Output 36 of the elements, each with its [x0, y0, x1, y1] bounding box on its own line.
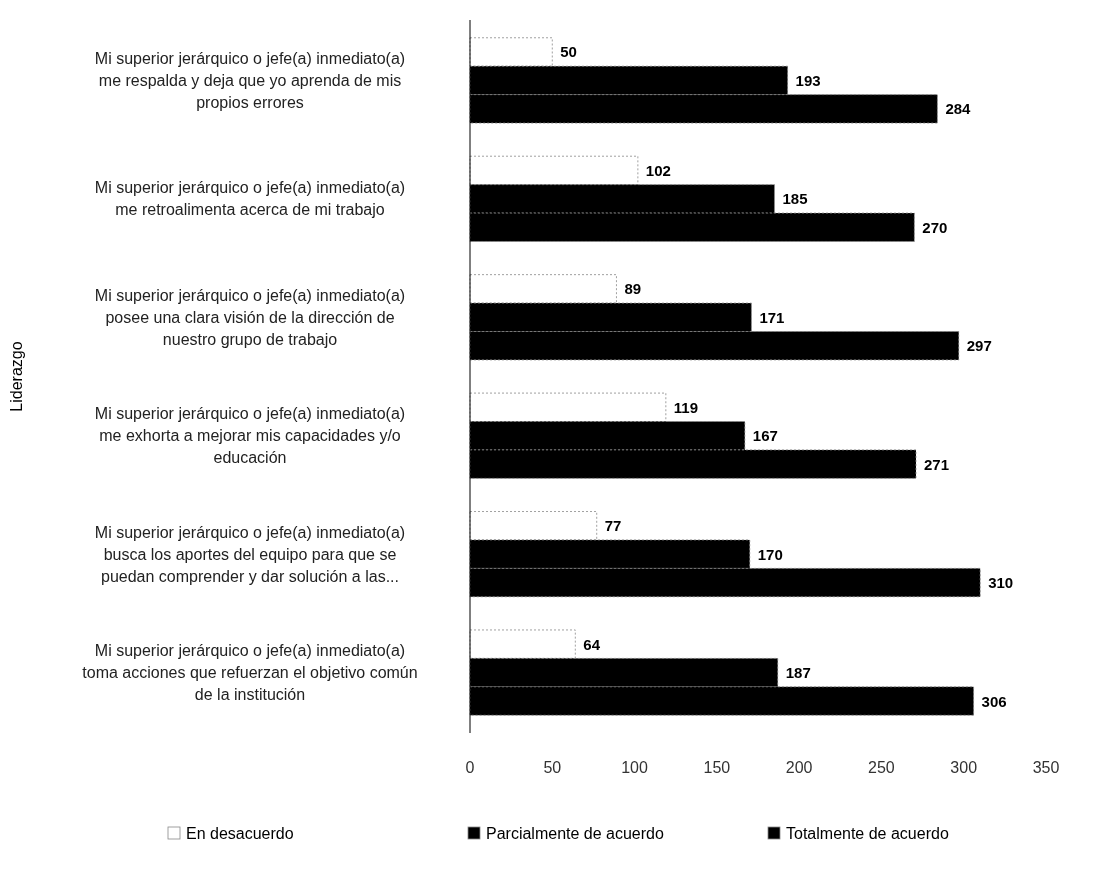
y-tick-label: Mi superior jerárquico o jefe(a) inmediato(a) posee una clara visión de la dirección de nuestro grupo de trabajo [94, 286, 406, 348]
x-tick-label: 250 [868, 759, 895, 776]
data-label: 310 [988, 574, 1014, 592]
legend-label: En desacuerdo [186, 824, 294, 842]
data-label: 171 [759, 308, 785, 326]
data-label: 102 [645, 161, 671, 179]
x-tick-label: 100 [621, 759, 649, 776]
data-label: 167 [752, 427, 778, 445]
data-label: 50 [560, 43, 577, 61]
y-axis-title: Liderazgo [8, 341, 25, 412]
x-tick-label: 200 [785, 759, 813, 776]
data-label: 193 [795, 71, 821, 89]
data-label: 297 [966, 337, 992, 355]
x-tick-label: 150 [703, 759, 731, 776]
x-tick-label: 350 [1032, 759, 1060, 776]
data-label: 89 [624, 280, 642, 298]
data-label: 284 [945, 100, 972, 118]
data-label: 64 [583, 635, 601, 653]
y-tick-label: Mi superior jerárquico o jefe(a) inmediato(a) me exhorta a mejorar mis capacidades y/o educación [94, 405, 406, 467]
legend-label: Totalmente de acuerdo [786, 824, 949, 842]
y-tick-label: Mi superior jerárquico o jefe(a) inmediato(a) me retroalimenta acerca de mi trabajo [94, 179, 406, 219]
x-tick-label: 0 [465, 759, 475, 776]
data-label: 119 [673, 398, 699, 416]
data-label: 270 [922, 218, 948, 236]
y-tick-label: Mi superior jerárquico o jefe(a) inmediato(a) me respalda y deja que yo aprenda de mis propios errores [94, 49, 406, 111]
data-label: 306 [981, 692, 1007, 710]
x-tick-label: 50 [543, 759, 562, 776]
data-label: 170 [757, 545, 783, 563]
x-tick-label: 300 [950, 759, 978, 776]
y-tick-label: Mi superior jerárquico o jefe(a) inmediato(a) busca los aportes del equipo para que se puedan comprender y dar solución a las... [94, 523, 406, 585]
data-label: 271 [923, 455, 950, 473]
data-label: 77 [604, 517, 622, 535]
data-label: 185 [782, 190, 808, 208]
legend-label: Parcialmente de acuerdo [486, 824, 664, 842]
y-tick-label: Mi superior jerárquico o jefe(a) inmediato(a) toma acciones que refuerzan el objetivo común de la institución [82, 642, 418, 704]
data-label: 187 [785, 664, 811, 682]
